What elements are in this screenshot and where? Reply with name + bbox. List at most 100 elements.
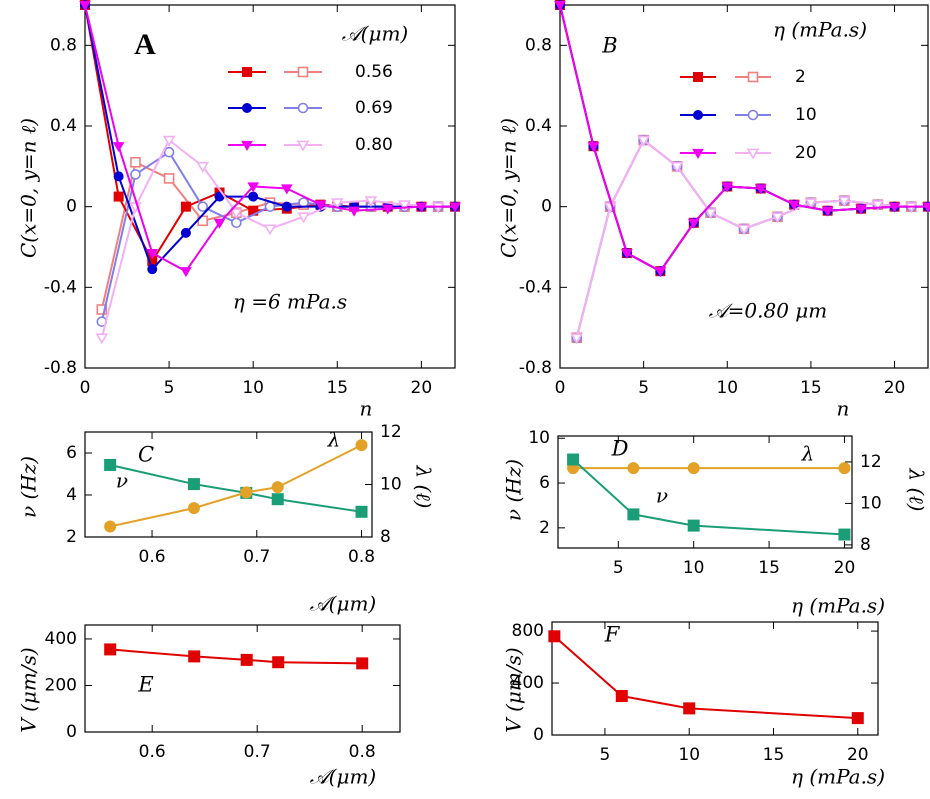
y-tick-label: 0 — [66, 197, 77, 217]
marker — [838, 196, 851, 208]
marker — [922, 202, 930, 213]
x-tick-label: 20 — [834, 558, 856, 578]
y-tick-label: -0.4 — [44, 277, 77, 297]
series-line-hollow — [100, 161, 439, 310]
marker — [113, 171, 124, 182]
marker — [364, 196, 378, 208]
x-tick-label: 10 — [678, 745, 700, 765]
y-axis-label: C(x=0, y=n ℓ) — [17, 118, 41, 258]
legend-label: 10 — [795, 105, 817, 125]
marker — [355, 505, 368, 518]
x-axis-label: 𝒜(μm) — [310, 592, 377, 616]
marker — [297, 212, 310, 224]
y-tick-label: -0.4 — [519, 277, 552, 297]
marker — [627, 508, 640, 521]
marker — [621, 248, 633, 259]
y-tick-label: 10 — [528, 428, 550, 448]
marker — [415, 202, 428, 213]
y-tick-label: 800 — [512, 621, 544, 641]
marker — [692, 148, 704, 159]
series-line — [109, 463, 362, 513]
x-tick-label: 0.7 — [244, 742, 271, 762]
marker — [187, 502, 200, 515]
series-label: λ — [801, 442, 815, 466]
marker — [146, 248, 159, 259]
marker — [330, 198, 344, 210]
marker — [838, 462, 851, 475]
marker — [247, 182, 259, 193]
marker — [355, 439, 368, 452]
y-axis-label: V (μm/s) — [502, 647, 526, 732]
marker — [272, 656, 285, 669]
y-tick-label: 0.8 — [50, 35, 77, 55]
x-tick-label: 0.7 — [243, 547, 270, 567]
marker — [196, 161, 210, 173]
marker — [627, 462, 640, 475]
marker — [112, 142, 125, 153]
x-tick-label: 15 — [758, 558, 780, 578]
y-tick-label: 0 — [66, 722, 77, 742]
marker — [838, 528, 851, 541]
x-axis-label: η (mPa.s) — [791, 594, 885, 618]
y2-axis-label: λ (ℓ) — [905, 468, 929, 512]
marker — [771, 212, 784, 224]
y-tick-label: 0.4 — [525, 116, 552, 136]
x-tick-label: 0.8 — [348, 547, 375, 567]
marker — [147, 264, 158, 275]
marker — [180, 201, 191, 212]
marker — [615, 690, 628, 703]
marker — [95, 333, 109, 345]
marker — [104, 643, 117, 656]
marker — [381, 204, 394, 215]
y2-tick-label: 12 — [860, 452, 882, 472]
marker — [746, 148, 760, 160]
series-line — [84, 4, 455, 273]
marker — [804, 198, 818, 210]
marker — [747, 71, 759, 83]
panel-label: D — [611, 437, 629, 461]
marker — [230, 208, 243, 220]
marker — [747, 109, 759, 121]
marker — [737, 224, 751, 236]
panel-label: B — [601, 34, 617, 58]
legend-title: η (mPa.s) — [773, 18, 867, 42]
marker — [130, 157, 141, 168]
y-tick-label: 2 — [66, 527, 77, 547]
y-tick-label: -0.8 — [44, 358, 77, 378]
marker — [548, 630, 561, 643]
y2-tick-label: 12 — [380, 422, 402, 442]
axes-frame — [84, 4, 456, 369]
x-tick-label: 0.6 — [139, 547, 166, 567]
marker — [688, 218, 700, 229]
marker — [297, 66, 309, 78]
series-line — [553, 635, 858, 720]
x-axis-label: 𝒜(μm) — [310, 765, 377, 789]
marker — [231, 217, 242, 229]
marker — [242, 103, 252, 113]
marker — [788, 200, 800, 211]
axes-frame — [557, 435, 853, 549]
x-tick-label: 5 — [600, 745, 611, 765]
marker — [79, 0, 91, 11]
marker — [888, 202, 901, 213]
marker — [721, 182, 734, 193]
marker — [240, 653, 253, 666]
marker — [821, 206, 834, 217]
marker — [213, 218, 226, 229]
marker — [248, 191, 259, 202]
legend-label: 0.56 — [355, 62, 393, 82]
y2-tick-label: 10 — [860, 493, 882, 513]
y-tick-label: -0.8 — [519, 358, 552, 378]
marker — [163, 173, 175, 184]
panel-label: E — [137, 673, 153, 697]
x-tick-label: 5 — [164, 378, 175, 398]
marker — [683, 702, 696, 715]
marker — [851, 712, 864, 725]
series-label: λ — [327, 428, 341, 452]
x-tick-label: 15 — [763, 745, 785, 765]
marker — [687, 519, 700, 532]
x-axis-label: n — [360, 397, 373, 421]
marker — [314, 200, 327, 211]
marker — [754, 184, 767, 195]
